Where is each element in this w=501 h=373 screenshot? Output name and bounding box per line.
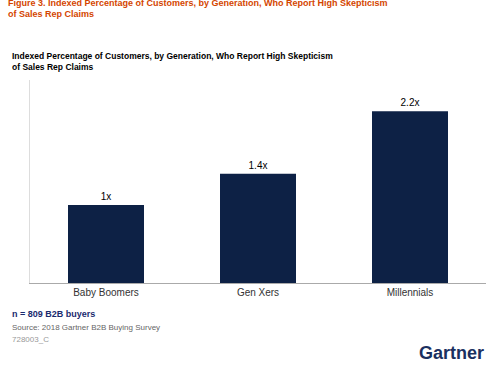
svg-text:Millennials: Millennials xyxy=(387,287,434,298)
svg-text:Figure 3. Indexed Percentage o: Figure 3. Indexed Percentage of Customer… xyxy=(8,0,388,19)
svg-text:Baby Boomers: Baby Boomers xyxy=(73,287,139,298)
svg-text:Gen Xers: Gen Xers xyxy=(237,287,279,298)
svg-text:2.2x: 2.2x xyxy=(401,97,420,108)
svg-text:Indexed Percentage of Customer: Indexed Percentage of Customers, by Gene… xyxy=(12,51,333,72)
svg-text:1x: 1x xyxy=(101,191,112,202)
svg-text:728003_C: 728003_C xyxy=(12,335,49,344)
svg-text:Gartner: Gartner xyxy=(419,343,484,363)
svg-text:1.4x: 1.4x xyxy=(249,160,268,171)
svg-text:Source: 2018 Gartner B2B Buyin: Source: 2018 Gartner B2B Buying Survey xyxy=(12,323,160,332)
svg-text:n = 809 B2B buyers: n = 809 B2B buyers xyxy=(12,309,95,319)
